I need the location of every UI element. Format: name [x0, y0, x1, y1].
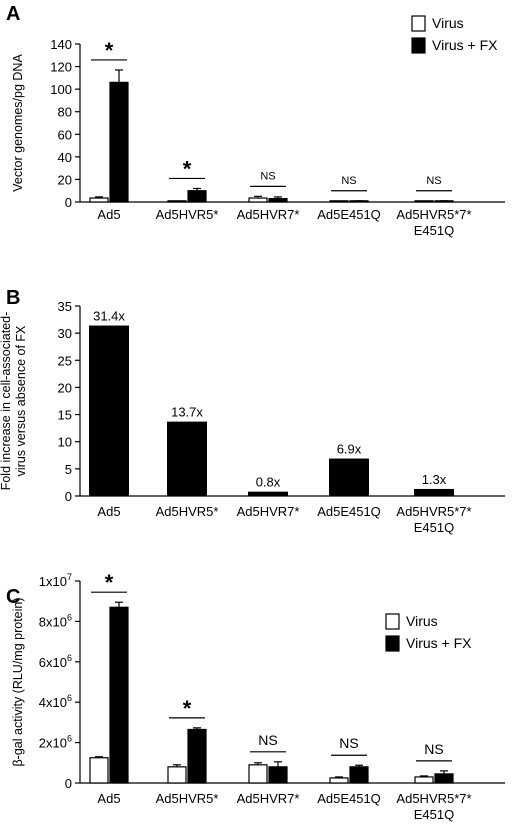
significance-marker: NS [260, 170, 275, 182]
bar-virus [167, 766, 187, 784]
x-tick-label: E451Q [414, 807, 454, 822]
y-tick-label: 40 [58, 150, 72, 165]
legend-swatch-virus-fx [385, 635, 400, 652]
bar [89, 325, 129, 496]
bar-virus [248, 764, 268, 784]
bar-virus-fx [109, 81, 129, 203]
legend-swatch-virus-fx [411, 37, 426, 54]
x-tick-label: Ad5 [97, 207, 120, 222]
y-tick-label: 6x106 [39, 653, 72, 670]
y-tick-label: 0 [65, 489, 72, 504]
bar-virus [89, 757, 109, 784]
x-tick-label: Ad5HVR7* [237, 207, 300, 222]
x-tick-label: Ad5E451Q [317, 504, 381, 519]
x-tick-label: Ad5 [97, 791, 120, 806]
y-tick-label: 2x106 [39, 734, 72, 751]
data-label: 13.7x [171, 405, 203, 420]
bar-virus-fx [187, 190, 207, 203]
legend-label-virus: Virus [432, 15, 464, 31]
chart-panel-b: B 0 5 10 15 20 25 30 35 Fold increase in cell-ass… [0, 287, 505, 535]
y-tick-label: 20 [58, 380, 72, 395]
legend-swatch-virus [411, 15, 426, 32]
panel-letter: A [6, 3, 20, 25]
panel-letter: B [6, 287, 20, 309]
y-tick-label: 5 [65, 462, 72, 477]
y-tick-label: 10 [58, 435, 72, 450]
bar-virus-fx [434, 773, 454, 784]
y-tick-label: 20 [58, 172, 72, 187]
x-tick-label: Ad5HVR5*7* [396, 791, 471, 806]
bar-virus-fx [349, 766, 369, 784]
significance-marker: NS [341, 175, 356, 187]
data-label: 6.9x [337, 442, 362, 457]
significance-marker: * [105, 570, 114, 595]
legend-swatch-virus [385, 613, 400, 630]
significance-marker: * [183, 156, 192, 181]
y-tick-label: 100 [50, 82, 72, 97]
bar-virus [414, 776, 434, 784]
bar [167, 421, 207, 496]
y-tick-label: 120 [50, 60, 72, 75]
y-tick-label: 0 [65, 776, 72, 791]
y-tick-label: 140 [50, 37, 72, 52]
data-label: 31.4x [93, 309, 125, 324]
x-tick-label: Ad5E451Q [317, 791, 381, 806]
x-tick-label: E451Q [414, 520, 454, 535]
x-tick-label: E451Q [414, 223, 454, 238]
x-tick-label: Ad5E451Q [317, 207, 381, 222]
significance-marker: NS [426, 175, 441, 187]
legend-label-virus-fx: Virus + FX [432, 37, 498, 53]
y-axis-label: Fold increase in cell-associated-virus v… [0, 312, 28, 491]
bar [414, 488, 454, 496]
bar-virus-fx [187, 728, 207, 784]
y-tick-label: 1x107 [39, 572, 72, 589]
data-label: 0.8x [256, 475, 281, 490]
y-tick-label: 0 [65, 195, 72, 210]
y-tick-label: 8x106 [39, 612, 72, 629]
x-tick-label: Ad5 [97, 504, 120, 519]
y-tick-label: 30 [58, 326, 72, 341]
x-tick-label: Ad5HVR5* [156, 207, 219, 222]
bar-virus [89, 197, 109, 203]
y-tick-label: 35 [58, 299, 72, 314]
bar-virus [329, 777, 349, 784]
significance-marker: NS [339, 735, 358, 751]
x-tick-label: Ad5HVR5*7* [396, 504, 471, 519]
legend-label-virus-fx: Virus + FX [406, 635, 472, 651]
panel-letter: C [6, 586, 20, 608]
bar-virus-fx [268, 766, 288, 784]
significance-marker: NS [424, 741, 443, 757]
chart-panel-a: A 0 20 40 60 80 100 120 140 Vector genomes/pg DNA… [6, 3, 505, 238]
bar-virus-fx [268, 198, 288, 203]
y-axis-label: Vector genomes/pg DNA [11, 54, 25, 192]
y-tick-label: 60 [58, 127, 72, 142]
bar [329, 458, 369, 496]
x-tick-label: Ad5HVR7* [237, 791, 300, 806]
bar-virus-fx [109, 606, 129, 784]
significance-marker: * [105, 38, 114, 63]
y-tick-label: 4x106 [39, 693, 72, 710]
y-tick-label: 25 [58, 353, 72, 368]
y-tick-label: 80 [58, 105, 72, 120]
chart-panel-c: C 0 2x106 4x106 6x106 8x106 1x107 β-gal activit… [6, 570, 505, 822]
significance-marker: * [183, 696, 192, 721]
y-tick-label: 15 [58, 408, 72, 423]
bar [248, 491, 288, 496]
significance-marker: NS [258, 732, 277, 748]
data-label: 1.3x [422, 472, 447, 487]
y-axis-label: β-gal activity (RLU/mg protein) [11, 597, 25, 766]
bar-virus [248, 197, 268, 203]
x-tick-label: Ad5HVR5* [156, 504, 219, 519]
x-tick-label: Ad5HVR5* [156, 791, 219, 806]
x-tick-label: Ad5HVR7* [237, 504, 300, 519]
legend-label-virus: Virus [406, 613, 438, 629]
x-tick-label: Ad5HVR5*7* [396, 207, 471, 222]
